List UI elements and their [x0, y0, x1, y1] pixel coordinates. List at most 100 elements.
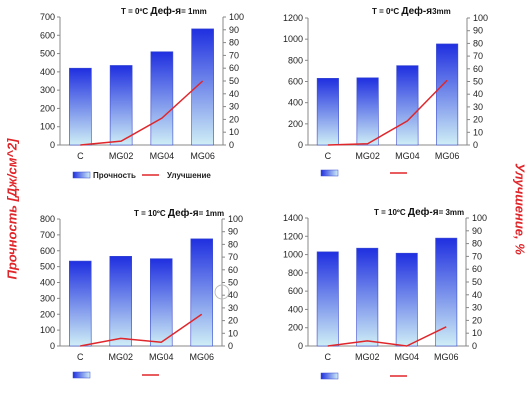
y-tick-label: 1400 — [283, 213, 303, 223]
bar-C — [69, 260, 92, 347]
chart-title: T = 10ºC Деф-я= 1mm — [134, 207, 224, 219]
chart-title-main: Деф-я — [408, 206, 439, 218]
chart-title: T = 10ºC Деф-я= 3mm — [374, 206, 464, 218]
y2-tick-label: 20 — [229, 114, 239, 124]
y2-tick-label: 70 — [473, 51, 483, 61]
y2-tick-label: 80 — [473, 38, 483, 48]
chart-title-suffix: = 3mm — [439, 208, 465, 217]
circle-marker-icon — [214, 284, 230, 300]
y2-tick-label: 100 — [228, 214, 243, 224]
y2-tick-label: 30 — [472, 303, 482, 313]
y2-tick-label: 30 — [229, 102, 239, 112]
y2-tick-label: 70 — [228, 252, 238, 262]
bar-MG04 — [396, 65, 419, 146]
bar-MG04 — [150, 51, 174, 146]
x-tick-label: MG02 — [355, 151, 380, 161]
chart-2: 0 200 400 600 800 1000 1200 0 10 20 30 40 50 60 70 80 90… — [283, 5, 488, 177]
y2-tick-label: 70 — [229, 50, 239, 60]
legend-bar-swatch — [320, 169, 339, 177]
chart-title-prefix: T = 10ºC — [374, 208, 408, 217]
improvement-line — [327, 79, 448, 146]
x-tick-label: MG06 — [434, 352, 459, 362]
y2-tick-label: 50 — [228, 278, 238, 288]
y2-tick-label: 90 — [472, 226, 482, 236]
y2-tick-label: 0 — [472, 341, 477, 351]
chart-title: T = 0ºC Деф-я3mm — [372, 5, 451, 17]
y-tick-label: 200 — [288, 119, 303, 129]
y2-tick-label: 30 — [473, 102, 483, 112]
chart-title: T = 0ºC Деф-я= 1mm — [121, 5, 207, 17]
x-tick-label: C — [77, 352, 84, 362]
y2-tick-label: 90 — [473, 26, 483, 36]
chart-title-main: Деф-я — [401, 5, 432, 17]
chart-4: 0 200 400 600 800 1000 1200 1400 0 10 20 30 40 50 60 70… — [283, 206, 487, 380]
y2-tick-label: 80 — [472, 239, 482, 249]
x-tick-label: MG02 — [109, 151, 134, 161]
y2-tick-label: 20 — [472, 315, 482, 325]
x-tick-label: MG02 — [108, 352, 133, 362]
bar-MG02 — [109, 256, 132, 347]
y2-tick-label: 20 — [473, 115, 483, 125]
x-tick-label: C — [325, 352, 332, 362]
x-tick-label: MG06 — [190, 151, 215, 161]
left-axis-title: Прочность [Дж/см^2] — [4, 138, 20, 280]
y-tick-label: 400 — [288, 304, 303, 314]
y-tick-label: 1200 — [283, 231, 303, 241]
y-tick-label: 0 — [298, 341, 303, 351]
y-tick-label: 600 — [288, 286, 303, 296]
bar-C — [316, 78, 339, 146]
y2-tick-label: 10 — [229, 127, 239, 137]
y2-tick-label: 40 — [472, 290, 482, 300]
y-tick-label: 300 — [40, 85, 55, 95]
chart-title-main: Деф-я — [168, 207, 199, 219]
chart-title-suffix: 3mm — [432, 7, 451, 16]
y-tick-label: 600 — [40, 246, 55, 256]
y-tick-label: 200 — [40, 103, 55, 113]
bar-MG02 — [356, 247, 379, 347]
y2-tick-label: 80 — [229, 38, 239, 48]
bar-MG06 — [191, 28, 214, 146]
y-tick-label: 700 — [40, 12, 55, 22]
bar-MG06 — [435, 237, 458, 347]
y-tick-label: 300 — [40, 293, 55, 303]
x-tick-label: MG04 — [149, 352, 174, 362]
chart-title-prefix: T = 10ºC — [134, 209, 168, 218]
x-tick-label: C — [77, 151, 84, 161]
y2-tick-label: 100 — [472, 213, 487, 223]
chart-3: 0 100 200 300 400 500 600 700 800 0 10 20 30 40 50 60 70… — [40, 207, 243, 379]
legend-bar-swatch — [320, 372, 339, 380]
legend-line-label: Улучшение — [167, 171, 211, 180]
y2-tick-label: 60 — [229, 63, 239, 73]
legend-bar-swatch — [72, 371, 91, 379]
x-tick-label: MG04 — [150, 151, 175, 161]
bar-MG02 — [109, 65, 133, 146]
y-tick-label: 200 — [288, 323, 303, 333]
improvement-line — [80, 313, 203, 347]
y2-tick-label: 40 — [473, 89, 483, 99]
improvement-line — [80, 80, 204, 146]
chart-title-suffix: = 1mm — [199, 209, 225, 218]
y-tick-label: 600 — [288, 77, 303, 87]
y2-tick-label: 60 — [473, 64, 483, 74]
bar-MG06 — [436, 43, 459, 146]
bar-MG02 — [356, 77, 379, 146]
y-tick-label: 1000 — [283, 250, 303, 260]
y-tick-label: 200 — [40, 309, 55, 319]
chart-title-suffix: = 1mm — [181, 7, 207, 16]
y2-tick-label: 50 — [472, 277, 482, 287]
y-tick-label: 0 — [50, 140, 55, 150]
y2-tick-label: 30 — [228, 303, 238, 313]
bar-MG04 — [395, 252, 418, 347]
chart-title-prefix: T = 0ºC — [121, 7, 150, 16]
y-tick-label: 800 — [288, 55, 303, 65]
right-axis-title: Улучшение, % — [512, 163, 528, 255]
x-tick-label: MG04 — [395, 151, 420, 161]
y-tick-label: 600 — [40, 30, 55, 40]
y-tick-label: 400 — [40, 67, 55, 77]
legend-bar-label: Прочность — [93, 171, 136, 180]
chart-1: 0 100 200 300 400 500 600 700 0 10 20 30 40 50 60 70 80 9… — [40, 5, 244, 180]
y2-tick-label: 0 — [229, 140, 234, 150]
y2-tick-label: 40 — [229, 89, 239, 99]
y-tick-label: 800 — [288, 268, 303, 278]
y-tick-label: 400 — [40, 278, 55, 288]
